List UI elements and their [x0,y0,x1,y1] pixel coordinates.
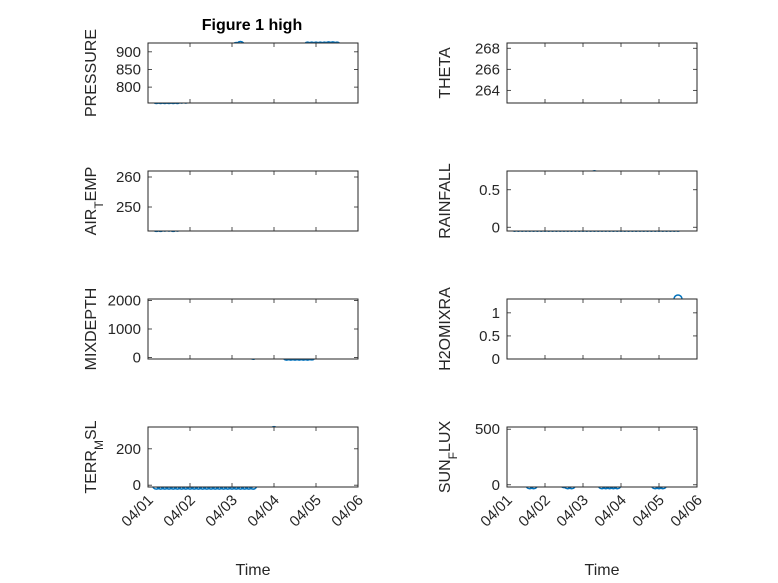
axes-box [506,170,698,232]
x-tick-label: 04/01 [477,492,516,531]
y-axis-label-part: AIR [83,209,100,236]
y-axis-label: MIXDEPTH [83,288,100,371]
x-tick-label: 04/04 [244,492,283,531]
y-tick-label: 850 [116,61,141,78]
y-axis-label: THETA [437,47,454,99]
y-axis-label-part: EMP [83,167,100,202]
x-tick-label: 04/04 [591,492,630,531]
y-tick-label: 1 [492,305,500,322]
y-tick-label: 0 [133,350,141,367]
x-axis-label: Time [585,562,620,579]
subplot-theta: 264 266 268 THETA [437,40,698,104]
axes-box [147,42,359,104]
y-axis-label: TERRMSL [83,420,106,493]
y-tick-label: 800 [116,79,141,96]
subplot-rainfall: 0 0.5 RAINFALL [437,163,698,239]
y-axis-label-part: LUX [437,421,454,452]
y-axis-label: H2OMIXRA [437,287,454,371]
x-tick-label: 04/05 [629,492,668,531]
figure-title: Figure 1 high [202,17,302,34]
y-tick-label: 200 [116,441,141,458]
y-axis-label: SUNFLUX [437,421,460,494]
axes-box [147,298,359,360]
y-axis-label-part: H2OMIXRA [437,287,454,371]
x-tick-label: 04/06 [328,492,367,531]
y-tick-label: 266 [475,61,500,78]
y-axis-label-part: RAINFALL [437,163,454,239]
y-tick-label: 0 [492,219,500,236]
y-axis-label-part: MIXDEPTH [83,288,100,371]
y-tick-label: 0 [492,351,500,368]
y-tick-label: 0 [133,477,141,494]
subplot-h2omixra: 0 0.5 1 H2OMIXRA [437,287,698,371]
x-tick-label: 04/02 [160,492,199,531]
y-axis-label: RAINFALL [437,163,454,239]
y-axis-label-part: SL [83,420,100,440]
y-axis-label: PRESSURE [83,29,100,117]
y-tick-label: 250 [116,199,141,216]
y-axis-label-part: TERR [83,450,100,494]
x-tick-label: 04/03 [553,492,592,531]
y-tick-label: 260 [116,169,141,186]
y-tick-label: 268 [475,40,500,57]
x-tick-label: 04/01 [118,492,157,531]
subplot-sun-flux: 0 500 04/01 04/02 04/03 04/04 04/05 04/06 SUNFLU… [437,421,706,579]
y-tick-label: 900 [116,44,141,61]
x-axis-label: Time [236,562,271,579]
axes-box [506,426,698,488]
subplot-air-temp: 250 260 AIRTEMP [83,167,359,236]
axes-box [506,298,698,360]
y-axis-label-part: THETA [437,47,454,99]
y-axis-label-part: PRESSURE [83,29,100,117]
y-tick-label: 0.5 [479,182,500,199]
y-tick-label: 0.5 [479,328,500,345]
y-axis-label-subscript: M [92,440,106,450]
x-tick-label: 04/06 [667,492,706,531]
y-tick-label: 0 [492,477,500,494]
y-tick-label: 1000 [108,321,141,338]
y-axis-label-subscript: F [446,452,460,459]
y-tick-label: 500 [475,421,500,438]
x-tick-label: 04/02 [515,492,554,531]
y-axis-label-part: SUN [437,459,454,493]
y-axis-label-subscript: T [92,201,106,209]
subplot-mixdepth: 0 1000 2000 MIXDEPTH [83,288,359,371]
axes-box [147,170,359,232]
y-tick-label: 2000 [108,292,141,309]
y-tick-label: 264 [475,82,500,99]
x-tick-label: 04/05 [286,492,325,531]
x-tick-label: 04/03 [202,492,241,531]
axes-box [147,426,359,488]
y-axis-label: AIRTEMP [83,167,106,236]
axes-box [506,42,698,104]
subplot-terr-msl: 0 200 04/01 04/02 04/03 04/04 04/05 04/06 TERRMS… [83,420,367,579]
